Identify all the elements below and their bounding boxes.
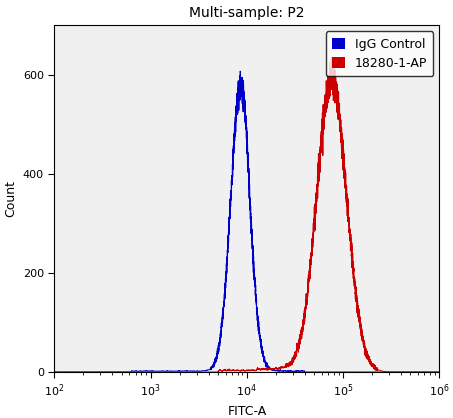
Y-axis label: Count: Count xyxy=(4,180,17,217)
Legend: IgG Control, 18280-1-AP: IgG Control, 18280-1-AP xyxy=(326,31,433,76)
X-axis label: FITC-A: FITC-A xyxy=(227,405,266,418)
Title: Multi-sample: P2: Multi-sample: P2 xyxy=(189,6,304,20)
